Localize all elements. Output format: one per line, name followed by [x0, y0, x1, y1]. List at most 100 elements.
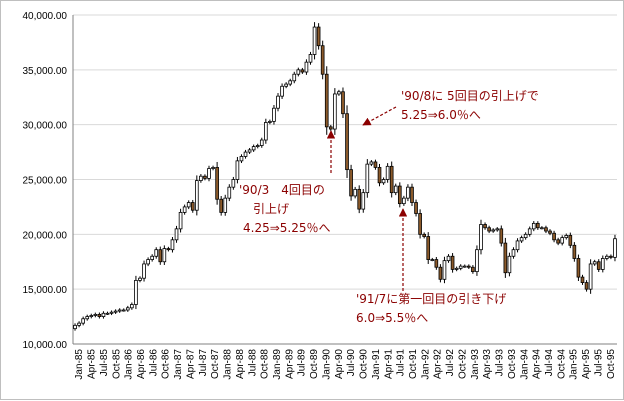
candle — [609, 254, 613, 260]
annotation-text: '90/3 4回目の — [239, 183, 325, 197]
candle — [495, 227, 500, 232]
x-tick-label: Jul-89 — [297, 349, 308, 377]
candle — [73, 323, 77, 331]
candle — [487, 225, 491, 234]
candle-body — [308, 54, 313, 63]
x-tick-label: Apr-87 — [185, 349, 196, 379]
candle-body — [564, 235, 569, 239]
candle-body — [199, 175, 203, 181]
y-tick-label: 30,000.00 — [23, 121, 68, 132]
candle — [243, 149, 248, 159]
candle — [77, 321, 81, 328]
x-tick-label: Jan-91 — [371, 349, 382, 380]
candle — [600, 255, 605, 273]
candle — [483, 222, 487, 230]
candle — [186, 200, 191, 210]
candle-body — [77, 322, 81, 326]
candle — [166, 246, 171, 252]
candle — [284, 82, 288, 89]
candle-body — [259, 139, 264, 146]
candle — [353, 186, 357, 199]
candle-body — [434, 259, 439, 268]
candle-body — [85, 316, 90, 320]
candle-body — [134, 279, 138, 305]
candle-body — [377, 167, 382, 184]
candle — [190, 199, 195, 213]
annotation-text: 引上げ — [253, 202, 289, 216]
candle — [304, 59, 309, 75]
y-tick-label: 40,000.00 — [23, 11, 68, 22]
x-tick-label: Jul-90 — [346, 349, 357, 377]
candle — [438, 264, 443, 283]
candle-body — [97, 313, 102, 317]
candle-body — [475, 249, 479, 273]
candle-body — [73, 324, 77, 330]
candle-body — [385, 165, 390, 180]
candle — [499, 225, 504, 247]
candle-body — [560, 237, 565, 244]
x-tick-label: Jan-94 — [519, 349, 530, 380]
candle-body — [121, 309, 126, 312]
x-tick-label: Oct-91 — [408, 349, 419, 379]
candle — [288, 78, 293, 87]
candle-body — [600, 258, 605, 270]
candle-body — [324, 73, 329, 128]
candle — [531, 221, 536, 232]
candle — [491, 228, 496, 233]
candle-body — [596, 261, 601, 270]
candle-body — [182, 206, 187, 213]
candle-body — [138, 277, 142, 281]
annotation-text: '91/7に第一回目の引き下げ — [356, 292, 506, 306]
candle — [231, 176, 236, 190]
candle-body — [353, 188, 357, 197]
candle — [125, 305, 130, 312]
candle — [101, 311, 106, 319]
candle — [361, 189, 366, 213]
annotation-text: 4.25⇒5.25％へ — [243, 221, 331, 235]
candle-body — [174, 228, 179, 241]
x-tick-label: Jan-87 — [173, 349, 184, 380]
x-tick-label: Apr-88 — [235, 349, 246, 379]
candle-body — [235, 160, 240, 180]
candle — [109, 310, 114, 316]
candle — [158, 246, 163, 265]
x-tick-label: Oct-93 — [507, 349, 518, 379]
candle-body — [454, 267, 459, 270]
candle — [377, 163, 382, 187]
candle-body — [389, 165, 394, 194]
candle-body — [462, 265, 467, 268]
candle-body — [158, 249, 163, 263]
candle — [259, 137, 264, 148]
x-tick-label: Jan-92 — [420, 349, 431, 380]
candle — [605, 254, 609, 261]
candle — [479, 219, 483, 255]
candle — [381, 177, 386, 185]
candle — [219, 196, 224, 216]
candle — [471, 265, 475, 274]
candle-body — [572, 244, 577, 259]
candle-body — [150, 255, 154, 260]
candle — [97, 312, 102, 319]
x-tick-label: Oct-95 — [606, 349, 617, 379]
candle — [584, 280, 589, 292]
candle-body — [284, 83, 288, 87]
annotation-arrow — [362, 106, 397, 126]
annotation-text: 6.0⇒5.5％へ — [356, 311, 428, 325]
candle-body — [487, 227, 491, 232]
x-tick-label: Apr-85 — [87, 349, 98, 379]
candle — [178, 208, 183, 233]
candle-body — [349, 169, 353, 197]
candle-body — [588, 263, 593, 290]
candle-body — [357, 188, 362, 210]
annotation-text: '90/8に 5回目の引上げで — [401, 89, 539, 103]
candle-body — [243, 151, 248, 157]
x-tick-label: Jul-88 — [247, 349, 258, 377]
x-tick-label: Oct-87 — [210, 349, 221, 379]
candle — [613, 234, 617, 262]
x-tick-label: Jul-87 — [198, 349, 209, 377]
candle — [389, 161, 394, 198]
candle — [397, 182, 402, 208]
x-tick-label: Apr-94 — [532, 349, 543, 379]
candle — [519, 235, 524, 243]
candle-body — [105, 312, 110, 315]
